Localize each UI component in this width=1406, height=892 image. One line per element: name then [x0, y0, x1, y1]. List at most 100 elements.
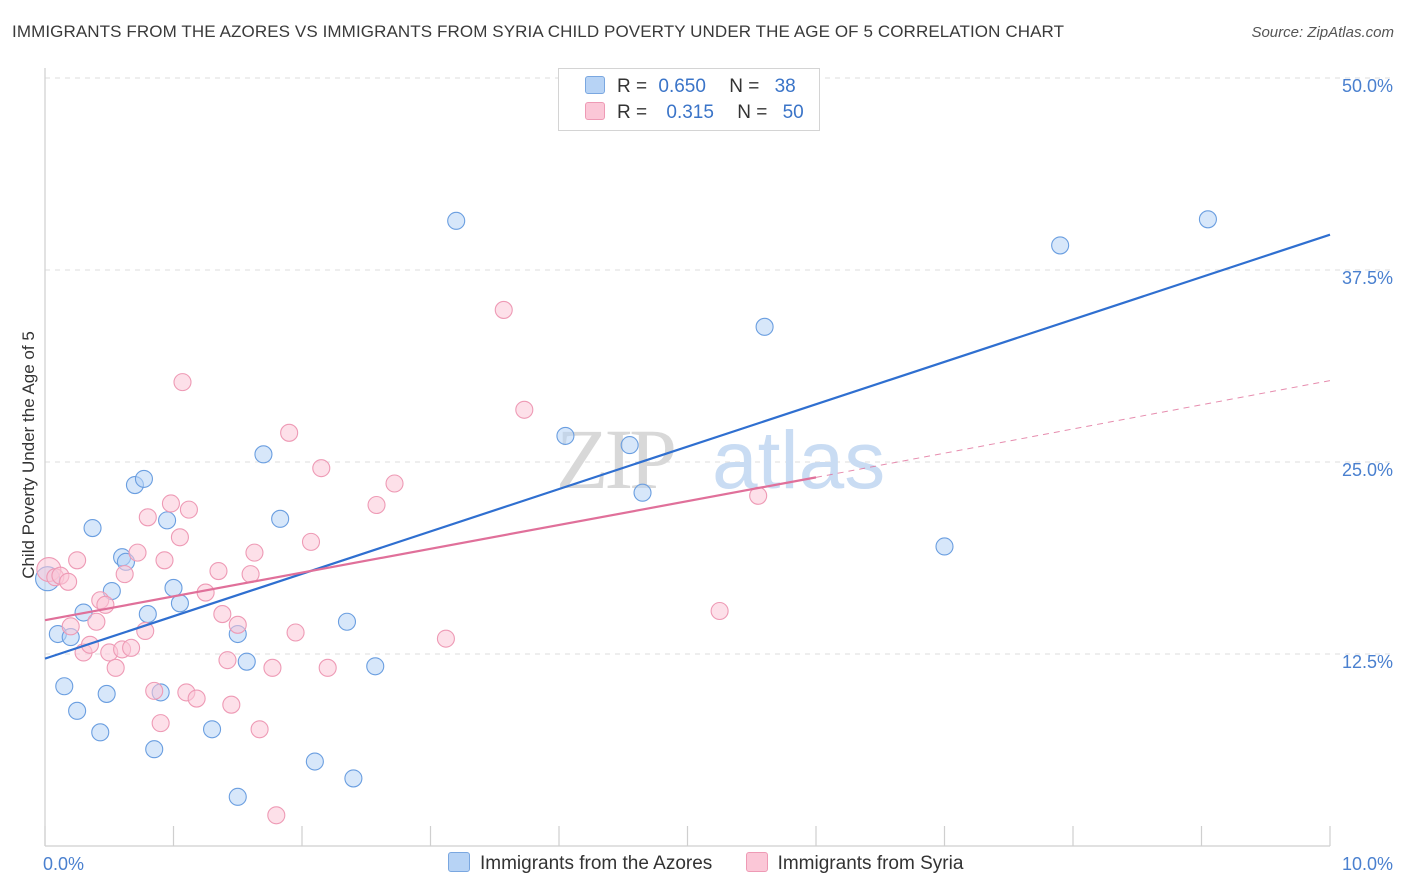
point-azores: [271, 509, 290, 528]
y-tick-label: 50.0%: [1342, 76, 1393, 96]
point-azores: [97, 684, 116, 703]
legend-swatch-syria: [585, 102, 605, 120]
point-syria: [138, 508, 157, 527]
legend-n-value: 38: [774, 76, 796, 97]
point-syria: [494, 300, 513, 319]
point-azores: [145, 740, 164, 759]
point-syria: [187, 689, 206, 708]
point-syria: [267, 806, 286, 825]
point-azores: [935, 537, 954, 556]
point-syria: [228, 615, 247, 634]
point-syria: [222, 695, 241, 714]
correlation-legend: R = 0.650 N = 38 R = 0.315 N = 50: [558, 68, 820, 131]
point-azores: [138, 605, 157, 624]
point-syria: [151, 714, 170, 733]
point-azores: [68, 701, 87, 720]
point-syria: [710, 601, 729, 621]
legend-row-azores: R = 0.650 N = 38: [585, 76, 796, 100]
point-azores: [556, 426, 575, 445]
point-syria: [161, 494, 180, 513]
point-syria: [312, 459, 331, 478]
source-label: Source: ZipAtlas.com: [1251, 24, 1394, 41]
point-azores: [254, 445, 273, 464]
legend-n-label: N =: [737, 102, 768, 123]
point-syria: [115, 565, 134, 584]
point-syria: [218, 651, 237, 670]
point-syria: [106, 658, 125, 677]
point-azores: [344, 769, 363, 788]
x-tick-label: 0.0%: [43, 854, 84, 874]
point-syria: [209, 562, 228, 581]
point-syria: [173, 373, 192, 392]
watermark-zip: ZIP: [556, 411, 674, 507]
point-syria: [59, 572, 78, 591]
axes: [44, 68, 1331, 847]
legend-r-value: 0.315: [666, 102, 714, 123]
data-points: [35, 210, 1217, 825]
legend-label-azores: Immigrants from the Azores: [480, 853, 713, 874]
point-syria: [122, 638, 141, 657]
chart-title: IMMIGRANTS FROM THE AZORES VS IMMIGRANTS…: [12, 22, 1065, 41]
point-syria: [87, 612, 106, 631]
x-tick-label: 10.0%: [1342, 854, 1393, 874]
point-syria: [515, 400, 534, 419]
point-syria: [128, 543, 147, 562]
legend-row-syria: R = 0.315 N = 50: [585, 102, 804, 126]
point-syria: [280, 423, 299, 442]
legend-swatch-syria: [745, 852, 768, 872]
point-azores: [203, 720, 222, 739]
point-azores: [755, 317, 774, 336]
point-syria: [385, 474, 404, 493]
trend-line-syria: [44, 476, 817, 622]
point-azores: [1051, 236, 1070, 255]
point-syria: [145, 681, 164, 700]
watermark: ZIP atlas: [556, 411, 885, 507]
trend-lines: [44, 233, 1331, 660]
point-azores: [83, 518, 102, 538]
legend-item-azores[interactable]: Immigrants from the Azores: [448, 852, 712, 875]
legend-swatch-azores: [448, 852, 470, 872]
point-syria: [318, 658, 337, 677]
point-azores: [91, 723, 110, 742]
point-syria: [436, 629, 455, 648]
point-azores: [134, 469, 153, 488]
point-azores: [55, 677, 74, 696]
point-azores: [237, 652, 256, 671]
point-azores: [337, 612, 357, 631]
y-tick-label: 37.5%: [1342, 268, 1393, 288]
y-tick-label: 25.0%: [1342, 460, 1393, 480]
point-azores: [620, 436, 639, 455]
point-azores: [447, 211, 466, 230]
point-azores: [305, 752, 324, 771]
point-azores: [158, 511, 177, 530]
point-azores: [633, 483, 652, 502]
legend-label-syria: Immigrants from Syria: [777, 853, 964, 874]
series-legend: Immigrants from the Azores Immigrants fr…: [448, 852, 991, 875]
point-syria: [213, 605, 232, 624]
y-axis-label: Child Poverty Under the Age of 5: [19, 331, 38, 579]
point-syria: [286, 623, 305, 642]
point-azores: [1198, 210, 1217, 229]
point-syria: [179, 500, 198, 519]
legend-n-label: N =: [729, 76, 760, 97]
legend-r-label: R =: [617, 76, 648, 97]
y-tick-label: 12.5%: [1342, 652, 1393, 672]
point-azores: [164, 578, 183, 598]
legend-swatch-azores: [585, 76, 605, 94]
point-syria: [263, 658, 282, 677]
point-syria: [170, 528, 189, 547]
legend-r-label: R =: [617, 102, 648, 123]
legend-n-value: 50: [782, 102, 804, 123]
trend-line-syria-extrapolated: [815, 380, 1331, 478]
point-syria: [68, 551, 87, 570]
trend-line-azores: [44, 233, 1331, 660]
legend-r-value: 0.650: [658, 76, 706, 97]
tick-labels: 12.5% 25.0% 37.5% 50.0% 0.0% 10.0%: [43, 76, 1393, 874]
legend-item-syria[interactable]: Immigrants from Syria: [745, 852, 964, 875]
point-syria: [155, 551, 174, 570]
point-azores: [366, 657, 385, 676]
point-syria: [61, 617, 80, 636]
point-syria: [301, 532, 321, 551]
point-syria: [245, 543, 264, 562]
